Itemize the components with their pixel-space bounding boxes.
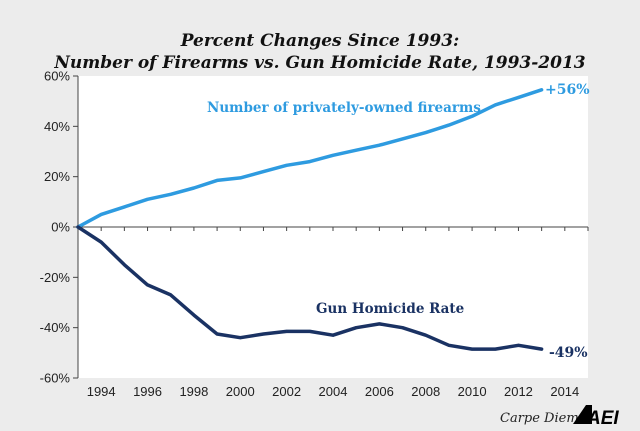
y-tick-label: -20% bbox=[40, 270, 71, 285]
series-label-firearms: Number of privately-owned firearms bbox=[207, 100, 481, 116]
y-tick-label: 0% bbox=[51, 220, 70, 235]
x-tick-label: 2012 bbox=[504, 384, 533, 399]
aei-logo: AEI bbox=[573, 405, 619, 429]
x-tick-label: 2002 bbox=[272, 384, 301, 399]
x-tick-label: 1994 bbox=[87, 384, 116, 399]
y-axis: 60% 40% 20% 0% -20% -40% -60% bbox=[40, 69, 79, 386]
series-label-homicide: Gun Homicide Rate bbox=[316, 301, 464, 317]
x-tick-label: 2010 bbox=[458, 384, 487, 399]
chart-subtitle: Number of Firearms vs. Gun Homicide Rate… bbox=[53, 53, 585, 73]
carpe-diem-credit: Carpe Diem bbox=[500, 411, 579, 426]
end-label-homicide: -49% bbox=[549, 345, 588, 361]
homicide-series-line bbox=[76, 225, 544, 351]
aei-logo-mark bbox=[573, 405, 592, 424]
x-tick-label: 2004 bbox=[319, 384, 348, 399]
y-tick-label: 40% bbox=[44, 119, 70, 134]
aei-logo-text: AEI bbox=[586, 408, 619, 429]
x-tick-label: 1996 bbox=[133, 384, 162, 399]
y-tick-label: -40% bbox=[40, 320, 71, 335]
y-tick-label: 20% bbox=[44, 169, 70, 184]
x-tick-label: 2014 bbox=[550, 384, 579, 399]
x-axis: 1994 1996 1998 2000 2002 2004 2006 2008 2010 2012… bbox=[77, 226, 589, 399]
series-lines bbox=[76, 88, 544, 351]
x-tick-label: 1998 bbox=[179, 384, 208, 399]
x-tick-label: 2008 bbox=[411, 384, 440, 399]
y-tick-label: -60% bbox=[40, 371, 71, 386]
x-tick-label: 2006 bbox=[365, 384, 394, 399]
chart-title: Percent Changes Since 1993: bbox=[180, 31, 460, 51]
end-label-firearms: +56% bbox=[545, 82, 590, 98]
x-tick-label: 2000 bbox=[226, 384, 255, 399]
firearms-series-line bbox=[76, 88, 544, 229]
y-tick-label: 60% bbox=[44, 69, 70, 84]
